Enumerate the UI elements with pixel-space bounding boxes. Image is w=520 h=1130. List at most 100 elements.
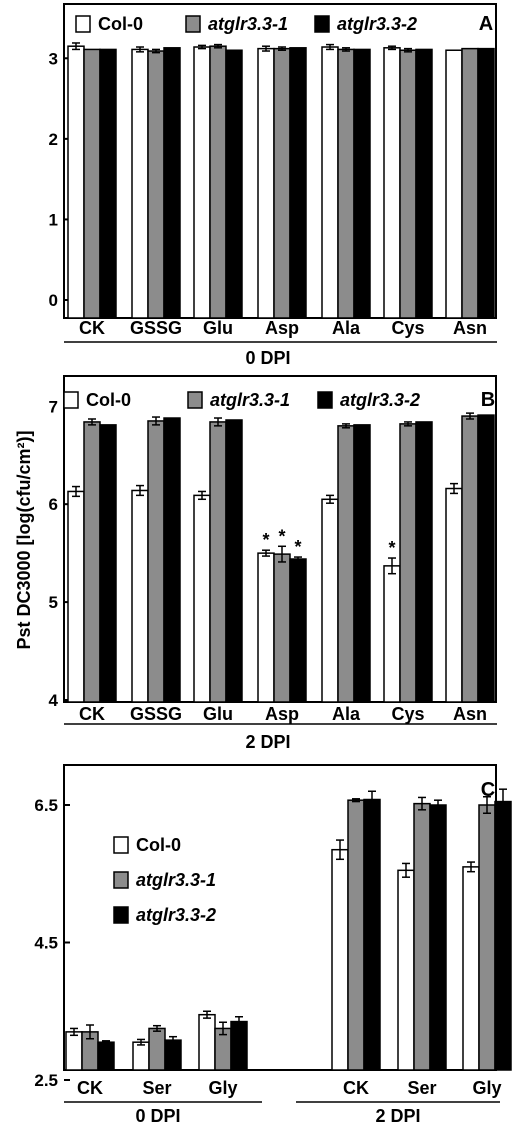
legend-label: atglr3.3-2 — [340, 390, 420, 410]
legend-swatch — [75, 15, 91, 33]
bar — [99, 48, 117, 319]
legend-swatch — [113, 836, 129, 854]
y-axis-title: Pst DC3000 [log(cfu/cm²)] — [14, 430, 34, 649]
y-tick-label: 1 — [49, 210, 58, 229]
category-label: Glu — [203, 318, 233, 338]
bar — [225, 419, 243, 703]
bar — [321, 46, 339, 319]
y-tick-label: 6 — [49, 495, 58, 514]
bar — [415, 48, 433, 319]
bar — [193, 46, 211, 319]
significance-star: * — [388, 538, 395, 558]
bar — [163, 47, 181, 319]
category-label: CK — [79, 704, 105, 724]
legend-label: atglr3.3-1 — [210, 390, 290, 410]
category-label: Cys — [391, 704, 424, 724]
category-label: Gly — [472, 1078, 501, 1098]
bar — [164, 1039, 182, 1071]
panel-letter: A — [479, 13, 493, 35]
category-label: Glu — [203, 704, 233, 724]
bar — [462, 866, 480, 1071]
y-tick-label: 2.5 — [34, 1071, 58, 1090]
bar — [478, 804, 496, 1071]
category-label: GSSG — [130, 318, 182, 338]
bar — [257, 552, 275, 703]
bar — [132, 1041, 150, 1071]
y-tick-label: 4 — [49, 691, 59, 710]
bar — [198, 1013, 216, 1071]
bar — [331, 848, 349, 1071]
category-label: Ala — [332, 704, 361, 724]
y-tick-label: 6.5 — [34, 796, 58, 815]
bar — [289, 47, 307, 319]
bar — [445, 487, 463, 703]
bar — [209, 421, 227, 703]
significance-star: * — [262, 530, 269, 550]
bar — [163, 417, 181, 703]
group-label: 2 DPI — [245, 732, 290, 752]
bar — [494, 800, 512, 1071]
group-label: 0 DPI — [245, 348, 290, 368]
legend-swatch — [185, 15, 201, 33]
bar — [97, 1041, 115, 1071]
bar — [99, 424, 117, 703]
y-tick-label: 2 — [49, 130, 58, 149]
bar — [131, 48, 149, 319]
bar — [65, 1031, 83, 1071]
bar — [353, 424, 371, 703]
legend-label: atglr3.3-1 — [136, 870, 216, 890]
bar — [193, 494, 211, 703]
category-label: Ala — [332, 318, 361, 338]
group-label: 2 DPI — [375, 1106, 420, 1126]
bar — [148, 1027, 166, 1071]
category-label: Ser — [407, 1078, 436, 1098]
panel-letter: C — [481, 779, 495, 801]
bar — [415, 421, 433, 703]
category-label: CK — [77, 1078, 103, 1098]
bar — [289, 558, 307, 703]
bar — [273, 553, 291, 703]
legend-label: Col-0 — [136, 835, 181, 855]
category-label: CK — [343, 1078, 369, 1098]
legend-label: atglr3.3-1 — [208, 14, 288, 34]
category-label: Cys — [391, 318, 424, 338]
bar — [347, 799, 365, 1071]
y-tick-label: 3 — [49, 49, 58, 68]
bar — [131, 489, 149, 703]
bar — [383, 565, 401, 703]
bar — [83, 421, 101, 703]
bar — [257, 47, 275, 319]
bar — [445, 49, 463, 319]
legend-swatch — [317, 391, 333, 409]
category-label: CK — [79, 318, 105, 338]
legend-swatch — [113, 871, 129, 889]
bar — [397, 869, 415, 1071]
bar — [429, 804, 447, 1071]
bar — [399, 423, 417, 703]
bar — [461, 415, 479, 703]
bar — [67, 490, 85, 703]
legend-swatch — [63, 391, 79, 409]
bar — [461, 47, 479, 319]
legend-label: Col-0 — [86, 390, 131, 410]
bar — [363, 798, 381, 1071]
bar — [413, 802, 431, 1071]
category-label: GSSG — [130, 704, 182, 724]
bar — [321, 498, 339, 703]
legend-label: atglr3.3-2 — [337, 14, 417, 34]
legend-swatch — [314, 15, 330, 33]
y-tick-label: 0 — [49, 291, 58, 310]
y-tick-label: 7 — [49, 397, 58, 416]
category-label: Asn — [453, 318, 487, 338]
legend-label: Col-0 — [98, 14, 143, 34]
bar — [353, 48, 371, 319]
legend-label: atglr3.3-2 — [136, 905, 216, 925]
bar — [147, 420, 165, 703]
legend-swatch — [113, 906, 129, 924]
bar — [383, 47, 401, 319]
bar — [83, 48, 101, 319]
category-label: Ser — [142, 1078, 171, 1098]
bar — [399, 49, 417, 319]
significance-star: * — [278, 526, 285, 546]
